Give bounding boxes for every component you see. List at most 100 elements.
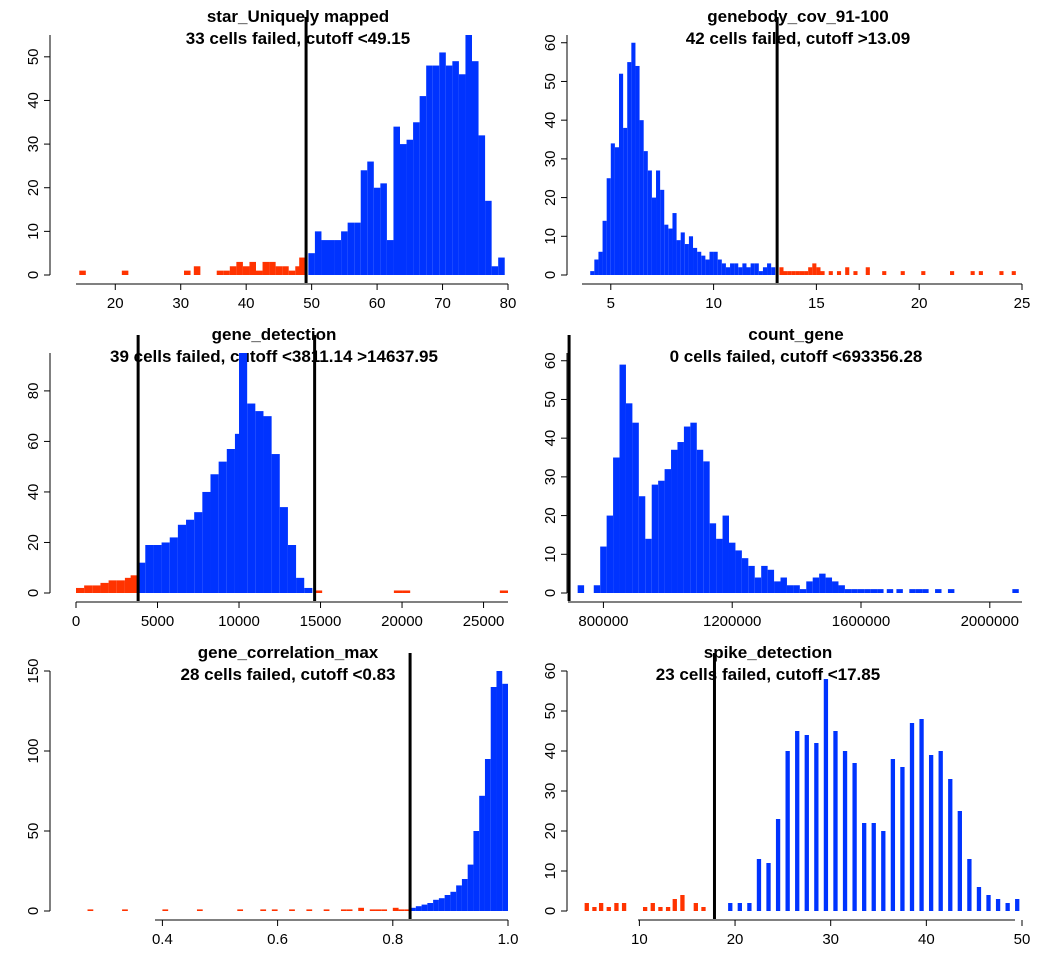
failed-bar — [799, 271, 805, 275]
y-tick-label: 10 — [542, 863, 559, 880]
passed-bar — [900, 767, 905, 911]
failed-bar — [584, 903, 589, 911]
passed-bar — [683, 426, 691, 593]
passed-bar — [838, 585, 845, 593]
failed-bar — [680, 895, 685, 911]
passed-bar — [354, 222, 361, 275]
passed-bar — [870, 589, 878, 593]
passed-bar — [967, 859, 972, 911]
failed-bar — [124, 577, 134, 593]
chart-subtitle: 33 cells failed, cutoff <49.15 — [186, 29, 410, 48]
passed-bar — [321, 240, 328, 275]
passed-bar — [728, 903, 733, 911]
passed-bar — [334, 240, 342, 275]
y-tick-label: 20 — [542, 507, 559, 524]
passed-bar — [651, 484, 659, 593]
panel-star-uniquely-mapped: star_Uniquely mapped 33 cells failed, cu… — [25, 7, 516, 312]
panel-count-gene: count_gene 0 cells failed, cutoff <69335… — [542, 325, 1022, 630]
passed-bar — [593, 585, 601, 593]
failed-bar — [223, 270, 230, 275]
y-tick-label: 10 — [25, 223, 42, 240]
passed-bar — [823, 679, 829, 911]
passed-bar — [498, 257, 505, 275]
passed-bar — [467, 864, 474, 911]
passed-bar — [456, 885, 462, 911]
passed-bar — [684, 244, 689, 275]
failed-bar — [836, 271, 842, 275]
passed-bar — [761, 565, 768, 593]
panel-gene-correlation-max: gene_correlation_max 28 cells failed, cu… — [25, 643, 518, 948]
passed-bar — [413, 122, 420, 275]
failed-bar — [665, 907, 671, 911]
failed-bar — [621, 903, 627, 911]
passed-bar — [915, 589, 923, 593]
passed-bar — [461, 879, 468, 911]
passed-bar — [799, 589, 807, 593]
passed-bar — [1012, 589, 1019, 593]
y-tick-label: 100 — [25, 738, 42, 763]
failed-bar — [392, 907, 399, 911]
passed-bar — [995, 899, 1001, 911]
failed-bar — [242, 266, 250, 275]
passed-bar — [594, 259, 599, 275]
passed-bar — [473, 831, 480, 911]
x-tick-labels: 800000 1200000 1600000 2000000 — [578, 602, 1019, 630]
passed-bar — [734, 263, 739, 275]
passed-bar — [957, 811, 962, 911]
passed-bar — [851, 589, 858, 593]
passed-bar — [491, 266, 499, 275]
y-tick-label: 0 — [542, 589, 559, 597]
failed-bar — [79, 270, 86, 275]
failed-bar — [92, 585, 101, 593]
failed-bar — [853, 271, 858, 275]
y-tick-label: 60 — [542, 352, 559, 369]
y-tick-label: 20 — [25, 179, 42, 196]
passed-bar — [452, 61, 459, 275]
passed-bar — [688, 236, 694, 275]
y-tick-label: 80 — [25, 383, 42, 400]
histogram-bars — [577, 364, 1019, 593]
failed-bar — [820, 271, 825, 275]
passed-bar — [658, 480, 665, 593]
passed-bar — [747, 903, 752, 911]
passed-bar — [844, 589, 852, 593]
passed-bar — [432, 65, 440, 275]
x-tick-label: 30 — [172, 295, 189, 312]
passed-bar — [806, 581, 813, 593]
x-tick-label: 40 — [918, 931, 935, 948]
failed-bar — [369, 909, 376, 911]
passed-bar — [676, 240, 681, 275]
passed-bar — [775, 819, 781, 911]
passed-bar — [890, 759, 896, 911]
failed-bar — [358, 907, 364, 911]
x-tick-label: 2000000 — [961, 613, 1019, 630]
x-tick-label: 25000 — [463, 613, 505, 630]
y-tick-label: 40 — [25, 484, 42, 501]
failed-bar — [184, 270, 191, 275]
y-tick-label: 30 — [542, 469, 559, 486]
passed-bar — [619, 364, 626, 593]
passed-bar — [472, 61, 479, 275]
failed-bar — [295, 266, 302, 275]
y-tick-label: 30 — [542, 151, 559, 168]
passed-bar — [239, 353, 248, 593]
panel-gene-detection: gene_detection 39 cells failed, cutoff <… — [25, 325, 508, 630]
y-tick-label: 50 — [25, 48, 42, 65]
failed-bar — [289, 909, 295, 911]
passed-bar — [1005, 903, 1010, 911]
passed-bar — [485, 200, 492, 275]
failed-bar — [950, 271, 955, 275]
y-tick-label: 40 — [542, 430, 559, 447]
passed-bar — [742, 263, 747, 275]
passed-bar — [490, 687, 497, 911]
failed-bar — [787, 271, 792, 275]
y-tick-label: 30 — [542, 783, 559, 800]
passed-bar — [677, 442, 684, 593]
failed-bar — [650, 903, 655, 911]
y-tick-label: 60 — [542, 663, 559, 680]
failed-bar — [262, 261, 270, 275]
passed-bar — [484, 759, 491, 911]
passed-bar — [656, 170, 661, 275]
failed-bar — [404, 909, 411, 911]
y-tick-label: 50 — [542, 703, 559, 720]
